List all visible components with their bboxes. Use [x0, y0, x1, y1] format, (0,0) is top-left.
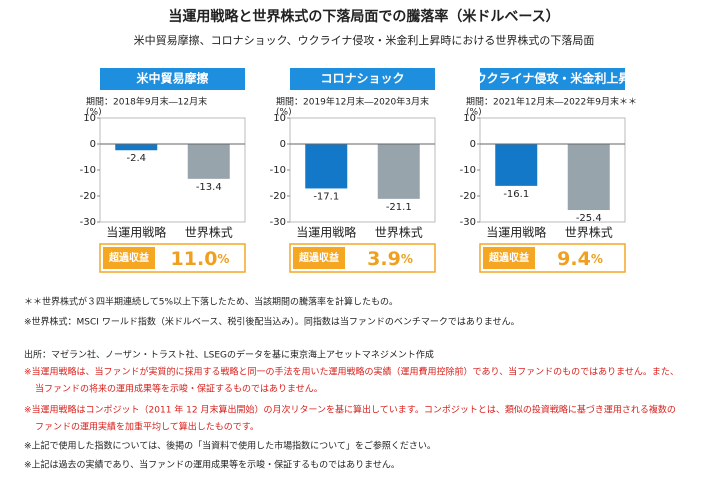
category-label: 世界株式: [375, 225, 423, 240]
category-label: 世界株式: [565, 225, 613, 240]
y-axis-label: (%): [466, 108, 482, 118]
y-tick-label: 10: [83, 113, 96, 124]
category-label: 世界株式: [185, 225, 233, 240]
y-tick-label: -10: [80, 165, 96, 176]
value-label: -21.1: [386, 202, 412, 213]
excess-label: 超過収益: [108, 251, 149, 264]
panel-title: ウクライナ侵攻・米金利上昇: [475, 71, 631, 86]
period: 期間：2019年12月末―2020年3月末: [276, 96, 429, 108]
panel-header: [290, 68, 435, 90]
bar: [377, 144, 420, 199]
bar: [567, 144, 610, 211]
excess-label-bg: [483, 247, 535, 269]
y-tick-label: 10: [463, 113, 476, 124]
note: ※上記は過去の実績であり、当ファンドの運用成果等を示唆・保証するものではありませ…: [24, 459, 400, 471]
category-label: 当運用戦略: [486, 225, 546, 240]
note: 当ファンドの将来の運用成果等を示唆・保証するものではありません。: [35, 383, 323, 395]
panel-title: コロナショック: [320, 72, 404, 86]
y-tick-label: 10: [273, 113, 286, 124]
period: 期間：2018年9月末―12月末: [86, 96, 207, 108]
value-label: -25.4: [576, 213, 602, 224]
y-tick-label: -20: [80, 191, 96, 202]
note: ※上記で使用した指数については、後掲の「当資料で使用した市場指数について」をご参…: [24, 440, 436, 452]
bar: [115, 144, 158, 151]
value-label: -16.1: [503, 189, 529, 200]
value-label: -13.4: [196, 182, 222, 193]
title: 当運用戦略と世界株式の下落局面での騰落率（米ドルベース）: [168, 8, 559, 25]
note: 出所：マゼラン社、ノーザン・トラスト社、LSEGのデータを基に東京海上アセットマ…: [24, 349, 434, 361]
excess-label: 超過収益: [488, 251, 529, 264]
note: ※世界株式：MSCI ワールド指数（米ドルベース、税引後配当込み）。同指数は当フ…: [24, 316, 520, 328]
y-tick-label: -20: [460, 191, 476, 202]
excess-label-bg: [103, 247, 155, 269]
panel-header: [480, 68, 625, 90]
excess-unit: %: [217, 252, 229, 266]
y-axis-label: (%): [276, 108, 292, 118]
note: ファンドの運用実績を加重平均して算出したものです。: [35, 421, 259, 433]
excess-number: 3.9: [367, 248, 401, 270]
bar: [495, 144, 538, 186]
value-label: -2.4: [126, 153, 146, 164]
panel-title: 米中貿易摩擦: [136, 71, 208, 86]
y-tick-label: 0: [90, 139, 96, 150]
excess-unit: %: [401, 252, 413, 266]
excess-label-bg: [293, 247, 345, 269]
y-tick-label: 0: [280, 139, 286, 150]
y-tick-label: -10: [460, 165, 476, 176]
subtitle: 米中貿易摩擦、コロナショック、ウクライナ侵攻・米金利上昇時における世界株式の下落…: [134, 33, 595, 47]
category-label: 当運用戦略: [296, 225, 356, 240]
excess-value: 11.0%: [171, 248, 230, 270]
excess-value: 9.4%: [557, 248, 603, 270]
value-label: -17.1: [313, 191, 339, 202]
excess-number: 9.4: [557, 248, 591, 270]
note: ＊＊世界株式が３四半期連続して5%以上下落したため、当該期間の騰落率を計算したも…: [24, 296, 398, 308]
excess-label: 超過収益: [298, 251, 339, 264]
y-axis-label: (%): [86, 108, 102, 118]
note: ※当運用戦略はコンポジット（2011 年 12 月末算出開始）の月次リターンを基…: [24, 404, 676, 416]
panel-header: [100, 68, 245, 90]
y-tick-label: -30: [270, 217, 286, 228]
excess-unit: %: [591, 252, 603, 266]
y-tick-label: -30: [460, 217, 476, 228]
bar: [187, 144, 230, 179]
y-tick-label: 0: [470, 139, 476, 150]
y-tick-label: -30: [80, 217, 96, 228]
excess-value: 3.9%: [367, 248, 413, 270]
bar: [305, 144, 348, 189]
note: ※当運用戦略は、当ファンドが実質的に採用する戦略と同一の手法を用いた運用戦略の実…: [24, 366, 679, 378]
y-tick-label: -10: [270, 165, 286, 176]
excess-number: 11.0: [171, 248, 218, 270]
period: 期間：2021年12月末―2022年9月末＊＊: [466, 96, 637, 108]
y-tick-label: -20: [270, 191, 286, 202]
category-label: 当運用戦略: [106, 225, 166, 240]
